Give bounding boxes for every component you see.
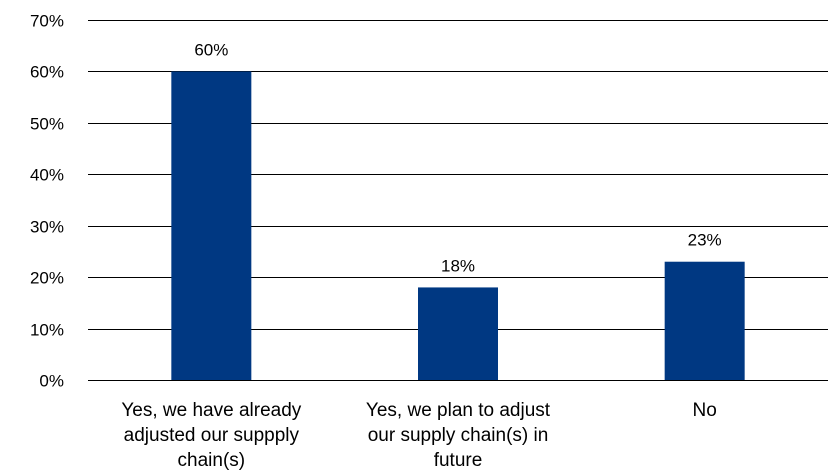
x-category-label: our supply chain(s) in <box>368 425 549 446</box>
x-category-label: adjusted our suppply <box>124 425 300 446</box>
y-tick-label: 50% <box>30 115 64 134</box>
y-tick-label: 40% <box>30 166 64 185</box>
x-axis-categories: Yes, we have already adjusted our suppply… <box>121 400 716 471</box>
y-tick-label: 0% <box>39 372 64 391</box>
x-category-label: chain(s) <box>178 450 246 471</box>
bar <box>418 287 498 380</box>
x-category-label: future <box>434 450 483 471</box>
data-label: 60% <box>194 40 228 59</box>
y-tick-label: 20% <box>30 269 64 288</box>
bar <box>171 71 252 380</box>
x-category-label: Yes, we plan to adjust <box>366 400 551 421</box>
x-category-label: Yes, we have already <box>121 400 301 421</box>
bars <box>171 71 745 380</box>
x-category-label: No <box>693 400 717 421</box>
data-label: 23% <box>688 231 722 250</box>
y-tick-label: 10% <box>30 321 64 340</box>
data-labels: 60% 18% 23% <box>194 40 721 275</box>
y-axis-ticks: 0% 10% 20% 30% 40% 50% 60% 70% <box>30 12 64 391</box>
bar <box>664 261 745 380</box>
y-tick-label: 60% <box>30 63 64 82</box>
y-tick-label: 70% <box>30 12 64 31</box>
data-label: 18% <box>441 256 475 275</box>
y-tick-label: 30% <box>30 218 64 237</box>
